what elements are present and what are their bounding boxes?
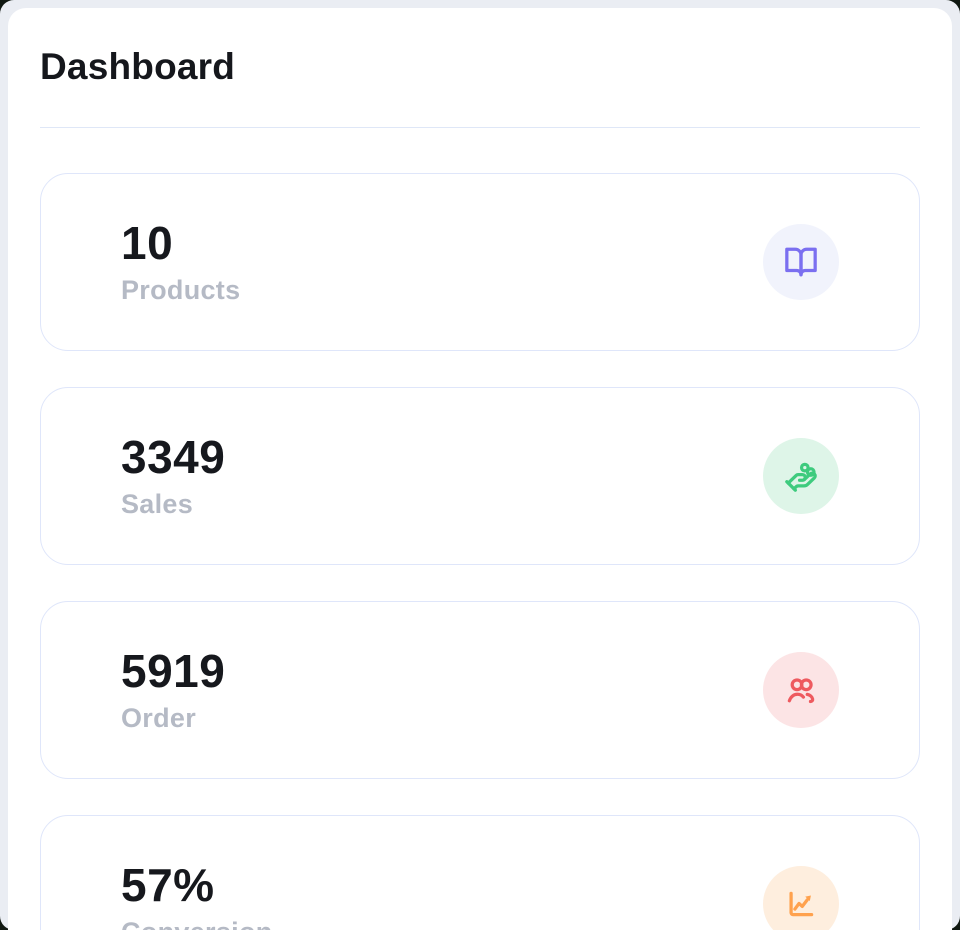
chart-line-up-icon	[789, 891, 814, 917]
hand-coins-icon	[785, 462, 817, 492]
stat-value: 5919	[121, 645, 226, 697]
page-title: Dashboard	[40, 46, 236, 87]
stat-icon-circle	[763, 438, 839, 514]
dashboard-panel: Dashboard 10 Products 3349	[8, 8, 952, 930]
stat-text-block: 10 Products	[121, 219, 240, 305]
stat-card-products: 10 Products	[40, 173, 920, 351]
stat-card-sales: 3349 Sales	[40, 387, 920, 565]
book-open-icon	[785, 247, 817, 277]
stat-label: Sales	[121, 489, 194, 519]
stat-card-conversion: 57% Conversion	[40, 815, 920, 930]
users-icon	[787, 678, 815, 704]
stat-value: 57%	[121, 859, 215, 911]
stats-list: 10 Products 3349 Sales	[40, 173, 920, 930]
stat-label: Products	[121, 275, 241, 305]
stat-value: 3349	[121, 431, 226, 483]
stat-value: 10	[121, 217, 174, 269]
stat-icon-circle	[763, 866, 839, 930]
stat-label: Order	[121, 703, 197, 733]
stat-text-block: 5919 Order	[121, 647, 225, 733]
stat-text-block: 57% Conversion	[121, 861, 273, 930]
header-divider	[40, 127, 920, 128]
stat-icon-circle	[763, 224, 839, 300]
stat-card-order: 5919 Order	[40, 601, 920, 779]
stat-icon-circle	[763, 652, 839, 728]
stat-text-block: 3349 Sales	[121, 433, 225, 519]
stat-label: Conversion	[121, 917, 273, 930]
